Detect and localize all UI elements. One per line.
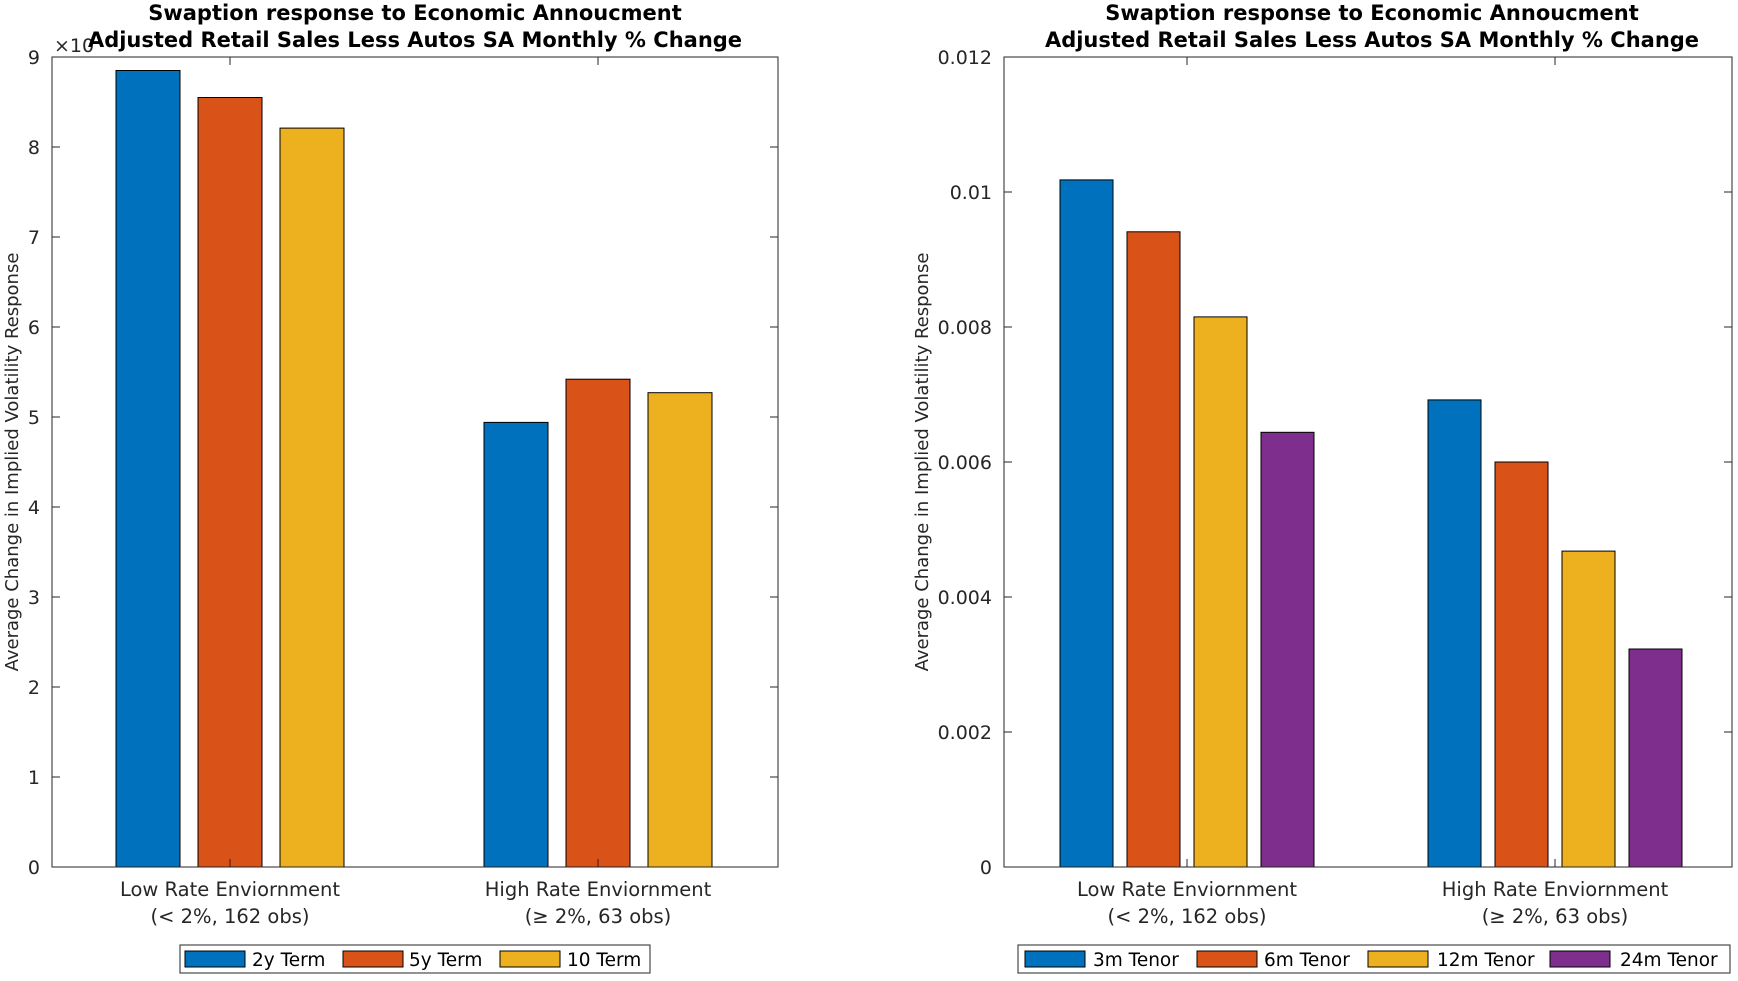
chart-panel-1: 0 1 2 3 4 5 6 7 8 9 Low Rate Enviornment (< 2%, 162… — [2, 1, 779, 974]
y-tick-label: 1 — [28, 767, 40, 789]
legend-label: 10 Term — [567, 950, 641, 971]
y-tick-label: 8 — [28, 137, 40, 159]
y-tick-label: 5 — [28, 407, 40, 429]
bar-6m-tenor-group-1 — [1126, 231, 1181, 868]
bar-10-term-group-2 — [647, 392, 713, 868]
y-tick-label: 3 — [28, 587, 40, 609]
legend-label: 2y Term — [252, 950, 325, 971]
y-tick-label: 7 — [28, 227, 40, 249]
chart-title-line-2: Adjusted Retail Sales Less Autos SA Mont… — [1045, 28, 1699, 52]
bar-12m-tenor-group-2 — [1561, 550, 1616, 868]
y-tick-label: 0.008 — [938, 317, 992, 339]
x-category-label: High Rate Enviornment — [485, 878, 712, 901]
legend-swatch-12m-tenor — [1367, 950, 1429, 968]
y-tick-label: 0.012 — [938, 47, 992, 69]
x-category-label: Low Rate Enviornment — [120, 878, 340, 901]
y-tick-label: 0.002 — [938, 722, 992, 744]
y-tick-label: 0.004 — [938, 587, 992, 609]
bar-2y-term-group-2 — [483, 421, 549, 868]
legend-swatch-3m-tenor — [1024, 950, 1086, 968]
y-tick-label: 4 — [28, 497, 40, 519]
legend-swatch-6m-tenor — [1196, 950, 1258, 968]
axes-frame — [51, 56, 779, 868]
x-category-label: (≥ 2%, 63 obs) — [1482, 905, 1629, 928]
bar-24m-tenor-group-1 — [1260, 431, 1315, 868]
bar-10-term-group-1 — [279, 127, 345, 868]
legend-swatch-24m-tenor — [1549, 950, 1611, 968]
legend-swatch-2y-term — [184, 950, 246, 968]
y-tick-label: 9 — [28, 47, 40, 69]
y-tick-label: 2 — [28, 677, 40, 699]
bar-3m-tenor-group-1 — [1059, 179, 1114, 868]
x-category-label: (≥ 2%, 63 obs) — [525, 905, 672, 928]
legend-label: 24m Tenor — [1620, 950, 1718, 971]
legend-label: 12m Tenor — [1437, 950, 1535, 971]
legend-label: 3m Tenor — [1093, 950, 1179, 971]
bar-24m-tenor-group-2 — [1628, 648, 1683, 868]
y-axis-label: Average Change in Implied Volatility Res… — [2, 253, 23, 672]
y-tick-label: 0.01 — [950, 182, 992, 204]
y-tick-label: 0.006 — [938, 452, 992, 474]
chart-title-line-2: Adjusted Retail Sales Less Autos SA Mont… — [88, 28, 742, 52]
legend-label: 6m Tenor — [1264, 950, 1350, 971]
x-category-label: (< 2%, 162 obs) — [1108, 905, 1267, 928]
chart-title-line-1: Swaption response to Economic Annoucment — [1105, 1, 1639, 25]
chart-panel-2: 0 0.002 0.004 0.006 0.008 0.01 0.012 Low Rate E… — [912, 1, 1733, 974]
y-tick-label: 6 — [28, 317, 40, 339]
bar-5y-term-group-2 — [565, 378, 631, 868]
bar-5y-term-group-1 — [197, 97, 263, 868]
legend-box — [179, 944, 651, 974]
legend-swatch-10-term — [499, 950, 561, 968]
y-tick-label: 0 — [28, 857, 40, 879]
x-category-label: Low Rate Enviornment — [1077, 878, 1297, 901]
legend-label: 5y Term — [409, 950, 482, 971]
x-category-label: (< 2%, 162 obs) — [151, 905, 310, 928]
chart-title-line-1: Swaption response to Economic Annoucment — [148, 1, 682, 25]
y-axis-label: Average Change in Implied Volatility Res… — [912, 253, 933, 672]
y-exponent-label: ×10 — [54, 35, 94, 57]
bar-3m-tenor-group-2 — [1427, 399, 1482, 868]
x-category-label: High Rate Enviornment — [1442, 878, 1669, 901]
bar-6m-tenor-group-2 — [1494, 461, 1549, 868]
bar-12m-tenor-group-1 — [1193, 316, 1248, 868]
legend-swatch-5y-term — [342, 950, 404, 968]
y-tick-label: 0 — [980, 857, 992, 879]
bar-2y-term-group-1 — [115, 70, 181, 868]
